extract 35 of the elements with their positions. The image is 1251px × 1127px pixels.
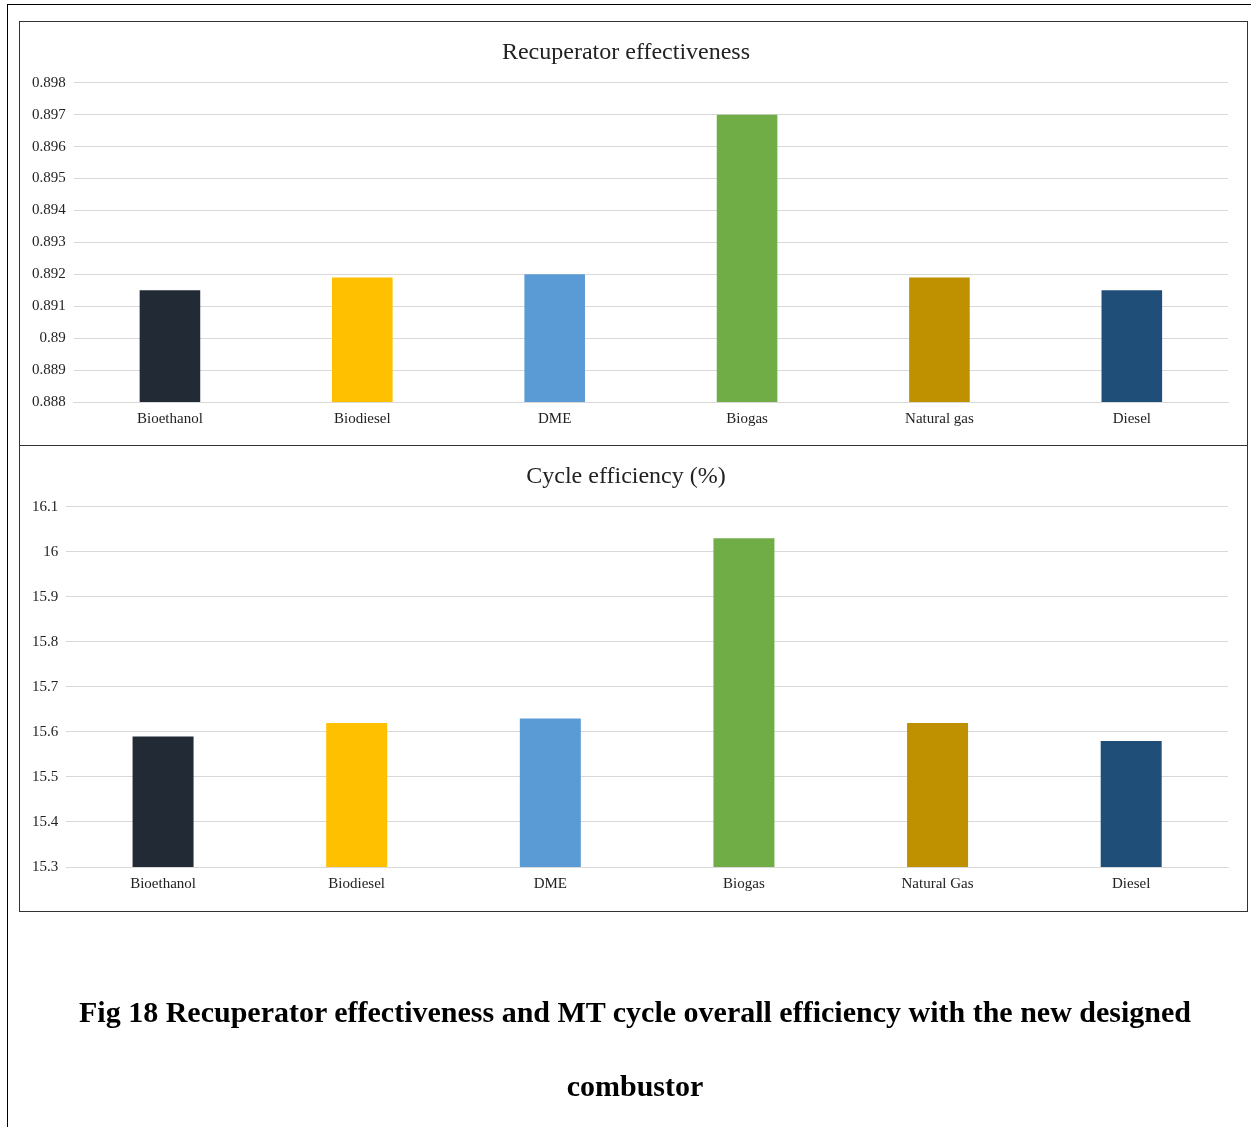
- y-tick-label: 15.5: [32, 767, 59, 784]
- y-tick-label: 0.894: [32, 201, 67, 218]
- x-tick-label: Biodiesel: [333, 409, 391, 426]
- y-tick-label: 15.6: [32, 722, 59, 739]
- y-tick-label: 0.892: [32, 265, 66, 282]
- x-tick-label: Diesel: [1112, 874, 1151, 891]
- y-tick-label: 0.889: [32, 361, 66, 378]
- y-tick-label: 0.897: [32, 105, 67, 122]
- y-tick-label: 0.895: [32, 169, 66, 186]
- x-tick-label: Biogas: [723, 874, 765, 891]
- text: Fig 18 Recuperator effectiveness and MT cycle overall efficiency with the new designed combustor: [79, 995, 1191, 1102]
- x-tick-label: Biodiesel: [328, 874, 386, 891]
- y-tick-label: 15.4: [32, 812, 59, 829]
- y-tick-label: 15.3: [32, 857, 59, 874]
- x-tick-label: Bioethanol: [130, 874, 196, 891]
- y-tick-label: 15.9: [32, 587, 59, 604]
- y-tick-label: 0.898: [32, 73, 66, 90]
- x-tick-label: Diesel: [1112, 409, 1151, 426]
- chart-title: Cycle efficiency (%): [526, 461, 726, 488]
- y-tick-label: 15.7: [32, 677, 59, 694]
- y-tick-label: 0.891: [32, 297, 66, 314]
- x-tick-label: Natural Gas: [901, 874, 974, 891]
- y-tick-label: 16.1: [32, 497, 59, 514]
- x-tick-label: Bioethanol: [137, 409, 203, 426]
- x-tick-label: Natural gas: [905, 409, 974, 426]
- chart-title: Recuperator effectiveness: [501, 37, 751, 64]
- y-tick-label: 0.896: [32, 137, 67, 154]
- y-tick-label: 0.893: [32, 233, 66, 250]
- x-tick-label: Biogas: [726, 409, 769, 426]
- y-tick-label: 0.89: [39, 329, 66, 346]
- y-tick-label: 16: [43, 542, 59, 559]
- x-tick-label: DME: [538, 409, 572, 426]
- y-tick-label: 0.888: [32, 392, 66, 409]
- x-tick-label: DME: [533, 874, 567, 891]
- y-tick-label: 15.8: [32, 632, 59, 649]
